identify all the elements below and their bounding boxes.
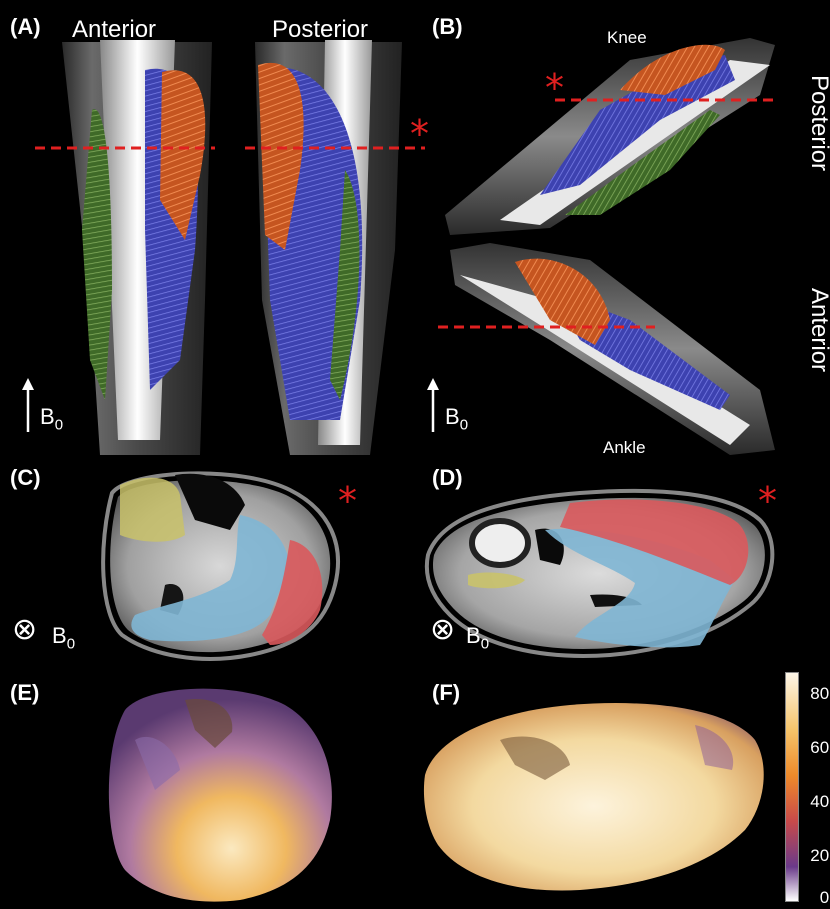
otimes-d: ⊗ bbox=[430, 612, 456, 647]
posterior-side-label: Posterior bbox=[806, 75, 830, 172]
colorbar-tick-0: 0° bbox=[819, 888, 830, 907]
colorbar-tick-20: 20° bbox=[810, 846, 830, 865]
panel-f-angle-map bbox=[423, 703, 764, 891]
panel-e-angle-map bbox=[108, 688, 332, 902]
panel-c-mri bbox=[101, 471, 340, 661]
b0-label-c: B0 bbox=[52, 623, 76, 653]
panel-a-label: (A) bbox=[10, 14, 41, 39]
b0-label-d: B0 bbox=[466, 623, 490, 653]
b0-label-a: B0 bbox=[40, 404, 64, 434]
panel-c: (C) * ⊗ B0 bbox=[0, 465, 420, 670]
panel-f-label: (F) bbox=[432, 680, 461, 705]
panel-b-label: (B) bbox=[432, 14, 463, 39]
ankle-label: Ankle bbox=[603, 438, 646, 457]
colorbar-tick-60: 60° bbox=[810, 738, 830, 757]
panel-b-illustration bbox=[427, 38, 778, 455]
red-asterisk-b: * bbox=[545, 66, 564, 110]
anterior-title: Anterior bbox=[72, 16, 157, 43]
panel-d-mri bbox=[424, 488, 775, 658]
colorbar: 80° 60° 40° 20° 0° bbox=[785, 670, 830, 909]
panel-d-label: (D) bbox=[432, 465, 463, 490]
red-asterisk-d: * bbox=[758, 479, 777, 523]
knee-label: Knee bbox=[607, 28, 647, 47]
panel-c-label: (C) bbox=[10, 465, 41, 490]
panel-d: (D) * ⊗ B0 bbox=[420, 465, 830, 670]
colorbar-gradient bbox=[785, 672, 799, 902]
otimes-c: ⊗ bbox=[12, 612, 38, 647]
panel-e: (E) bbox=[0, 670, 420, 909]
colorbar-tick-40: 40° bbox=[810, 792, 830, 811]
panel-a-illustration bbox=[22, 40, 425, 455]
posterior-title: Posterior bbox=[272, 16, 369, 43]
anterior-side-label: Anterior bbox=[806, 288, 830, 373]
panel-f: (F) bbox=[420, 670, 830, 909]
red-asterisk-c: * bbox=[338, 479, 357, 523]
panel-b: (B) Knee Ankle * Posterior Anterior B0 bbox=[427, 0, 830, 465]
panel-e-label: (E) bbox=[10, 680, 40, 705]
red-asterisk-a: * bbox=[410, 112, 429, 156]
panel-a: (A) Anterior Posterior * B0 bbox=[0, 0, 430, 465]
colorbar-tick-80: 80° bbox=[810, 684, 830, 703]
b0-label-b: B0 bbox=[445, 404, 469, 434]
